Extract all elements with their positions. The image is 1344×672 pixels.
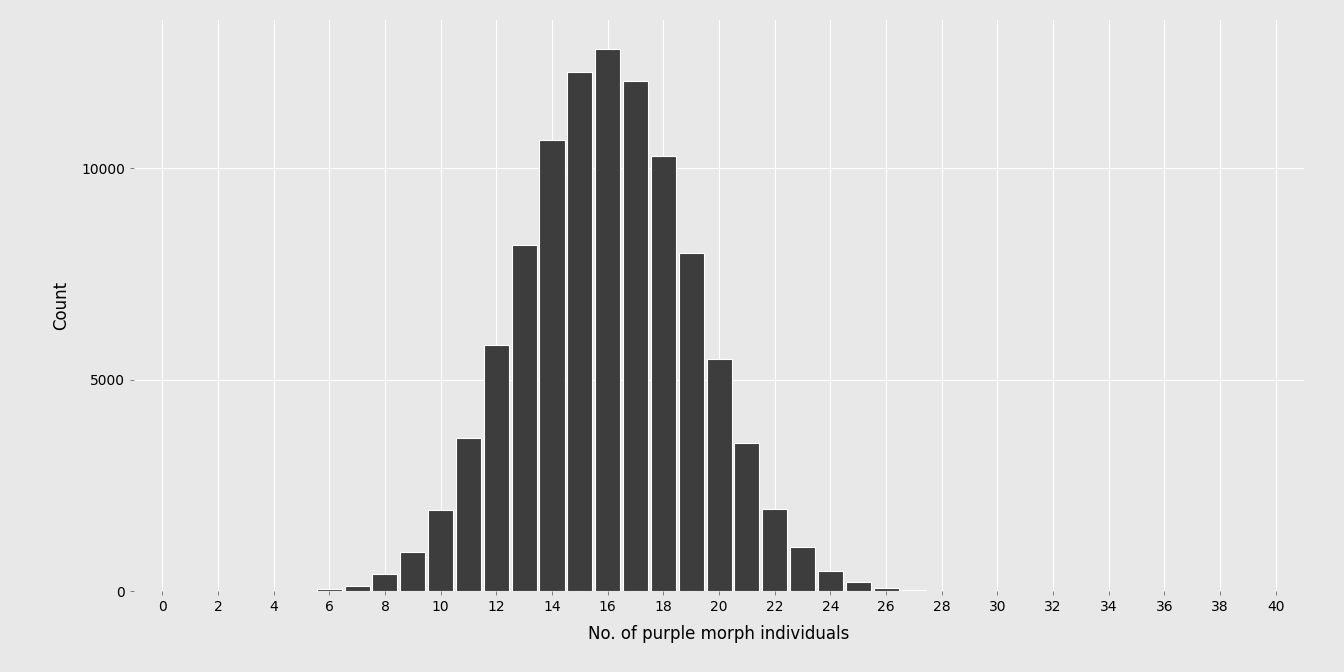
Bar: [734, 443, 759, 591]
Bar: [762, 509, 788, 591]
Bar: [790, 547, 814, 591]
Bar: [512, 245, 536, 591]
Bar: [484, 345, 509, 591]
Bar: [344, 585, 370, 591]
Bar: [845, 583, 871, 591]
Bar: [539, 140, 564, 591]
Bar: [818, 571, 843, 591]
Bar: [456, 438, 481, 591]
Bar: [567, 72, 593, 591]
Bar: [707, 360, 731, 591]
Bar: [874, 589, 899, 591]
Bar: [317, 589, 341, 591]
Bar: [401, 552, 425, 591]
Bar: [679, 253, 704, 591]
X-axis label: No. of purple morph individuals: No. of purple morph individuals: [589, 626, 849, 644]
Bar: [902, 590, 926, 591]
Bar: [624, 81, 648, 591]
Y-axis label: Count: Count: [52, 281, 70, 331]
Bar: [429, 509, 453, 591]
Bar: [650, 157, 676, 591]
Bar: [372, 575, 398, 591]
Bar: [595, 49, 620, 591]
